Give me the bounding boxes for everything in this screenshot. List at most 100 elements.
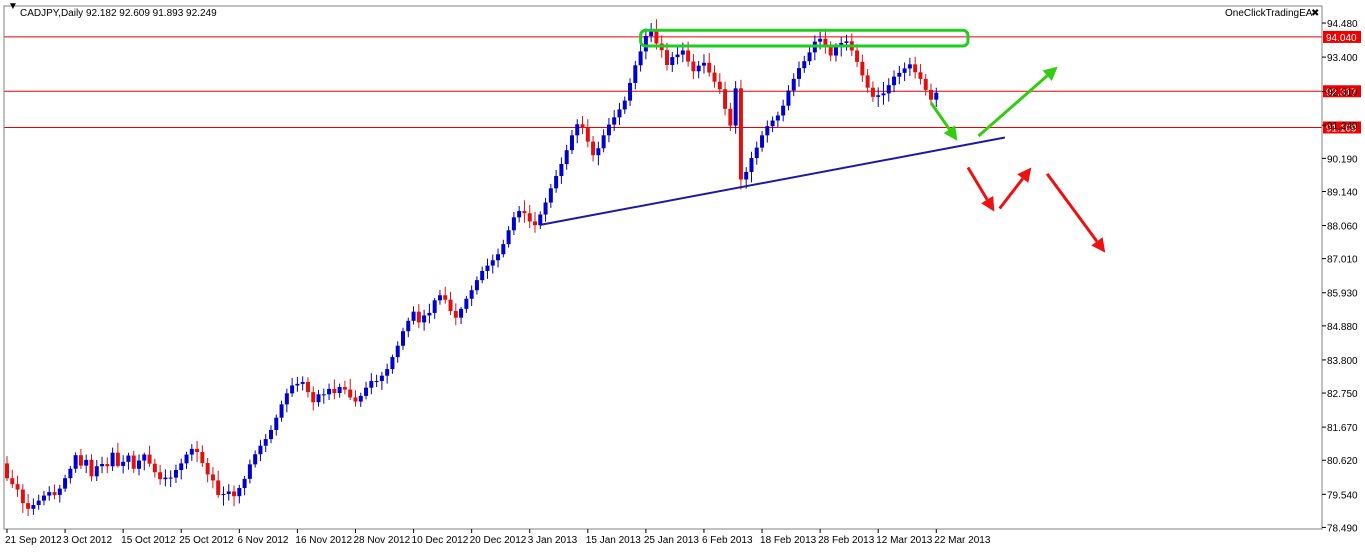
candle-body — [364, 387, 369, 396]
level-price-tag — [1323, 85, 1361, 98]
candle-body — [781, 105, 786, 116]
candle-body — [115, 452, 120, 466]
candle-body — [121, 461, 126, 466]
x-tick-label: 18 Feb 2013 — [760, 535, 817, 546]
candle-body — [733, 88, 738, 126]
candle-body — [41, 495, 46, 501]
candle-body — [253, 454, 258, 465]
candle-body — [200, 452, 205, 464]
candle-body — [548, 188, 553, 203]
candle-body — [770, 120, 775, 127]
candle-body — [226, 491, 231, 494]
candle-body — [316, 394, 321, 403]
candle-body — [73, 455, 78, 469]
y-tick-label: 94.480 — [1327, 19, 1358, 30]
candle-body — [342, 387, 347, 390]
candle-body — [913, 64, 918, 73]
y-tick-label: 91.240 — [1327, 121, 1358, 132]
candle-body — [522, 211, 527, 214]
red-arrow-head — [981, 196, 995, 212]
candle-body — [696, 65, 701, 72]
candle-body — [686, 50, 691, 62]
candle-body — [163, 477, 168, 480]
candle-body — [585, 128, 590, 142]
y-tick-label: 82.750 — [1327, 389, 1358, 400]
candle-body — [10, 478, 15, 485]
candle-body — [738, 88, 743, 180]
x-tick-label: 20 Dec 2012 — [470, 535, 527, 546]
candle-body — [142, 454, 147, 461]
red-scenario-arrow[interactable] — [1045, 172, 1099, 243]
close-icon[interactable]: ✖ — [1311, 8, 1319, 19]
candle-body — [406, 320, 411, 332]
candle-body — [110, 452, 115, 467]
candle-body — [929, 89, 933, 100]
candle-body — [897, 72, 902, 77]
candle-body — [358, 395, 363, 402]
red-scenario-arrow[interactable] — [966, 166, 989, 201]
candle-body — [290, 385, 295, 394]
candle-body — [443, 295, 448, 300]
candle-body — [327, 388, 332, 395]
candle-body — [517, 211, 522, 218]
candle-body — [52, 492, 57, 495]
candle-body — [902, 68, 907, 73]
candle-body — [353, 397, 358, 402]
candle-body — [876, 95, 881, 97]
candle-body — [628, 82, 633, 101]
candle-body — [131, 455, 136, 469]
candle-body — [823, 38, 828, 48]
level-price-tag — [1323, 121, 1361, 134]
y-tick-label: 78.490 — [1327, 523, 1358, 534]
x-tick-label: 10 Dec 2012 — [412, 535, 469, 546]
candle-body — [622, 100, 627, 110]
y-tick-label: 79.540 — [1327, 490, 1358, 501]
candle-body — [36, 500, 41, 506]
green-scenario-arrow[interactable] — [929, 101, 951, 131]
y-tick-label: 87.010 — [1327, 255, 1358, 266]
candle-body — [654, 31, 659, 44]
candle-body — [374, 381, 379, 383]
candle-body — [675, 54, 680, 58]
candle-body — [94, 466, 99, 477]
candle-body — [385, 369, 390, 376]
candle-body — [485, 265, 490, 271]
x-tick-label: 3 Jan 2013 — [528, 535, 578, 546]
candle-body — [332, 388, 337, 394]
y-tick-label: 80.620 — [1327, 456, 1358, 467]
candle-body — [459, 308, 464, 318]
candle-body — [464, 298, 469, 309]
chart-menu-icon[interactable]: ▼ — [8, 1, 18, 12]
x-tick-label: 25 Oct 2012 — [179, 535, 234, 546]
candle-body — [216, 480, 221, 495]
candle-body — [490, 260, 495, 266]
candle-body — [5, 463, 9, 479]
candle-body — [89, 459, 94, 477]
y-tick-label: 92.310 — [1327, 87, 1358, 98]
candle-body — [670, 57, 675, 65]
x-tick-label: 12 Mar 2013 — [876, 535, 933, 546]
candle-body — [612, 117, 617, 125]
candle-body — [395, 345, 400, 358]
candle-body — [723, 89, 728, 109]
candle-body — [701, 62, 706, 66]
candle-body — [432, 300, 437, 313]
candle-body — [765, 126, 770, 136]
resistance-zone-box[interactable] — [639, 28, 970, 48]
candle-body — [474, 280, 479, 291]
candle-body — [147, 454, 152, 464]
green-scenario-arrow[interactable] — [977, 74, 1049, 138]
candle-body — [892, 76, 897, 86]
candle-body — [205, 463, 210, 475]
candle-body — [168, 477, 173, 479]
candle-body — [379, 375, 384, 382]
support-trendline[interactable] — [540, 136, 1006, 226]
candle-body — [337, 387, 342, 394]
red-scenario-arrow[interactable] — [998, 177, 1024, 210]
y-tick-label: 90.190 — [1327, 154, 1358, 165]
candle-body — [57, 488, 62, 495]
level-price-label: 94.040 — [1326, 33, 1357, 44]
candle-body — [860, 61, 865, 76]
